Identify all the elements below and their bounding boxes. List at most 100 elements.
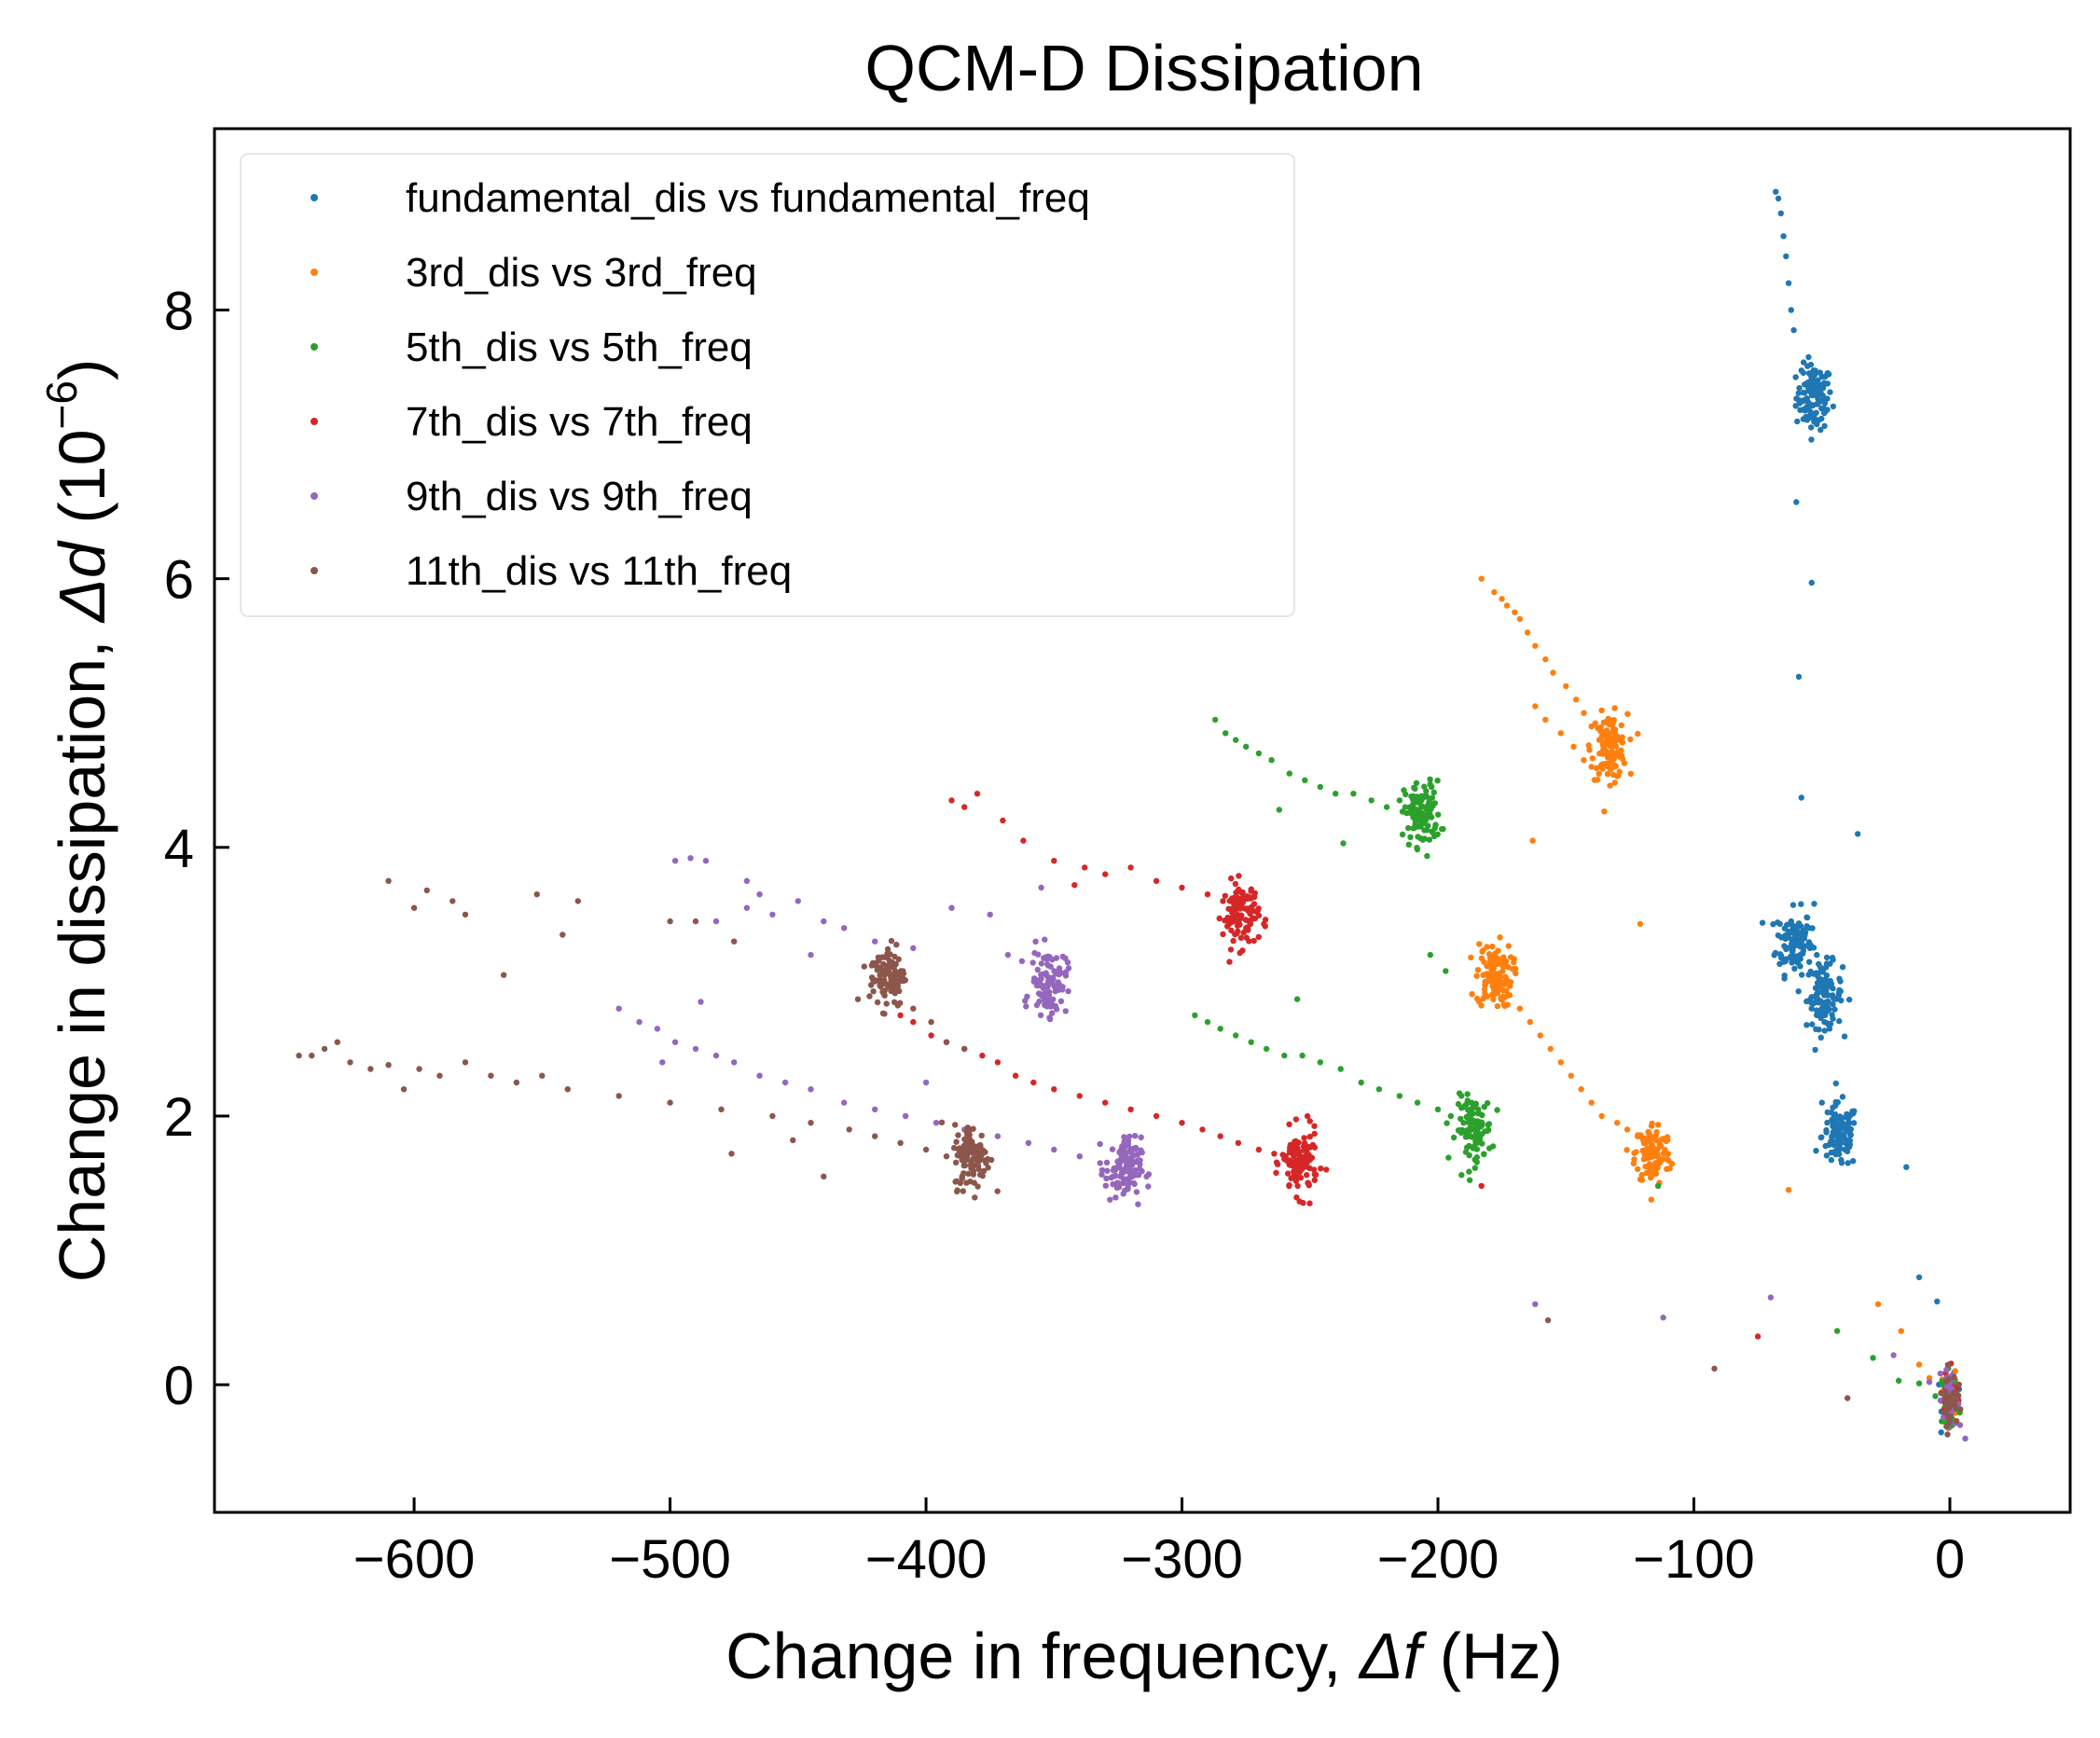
- data-point: [1417, 835, 1424, 842]
- data-point: [1298, 1158, 1306, 1166]
- data-point: [501, 972, 507, 978]
- data-point: [1409, 805, 1416, 811]
- data-point: [1076, 1093, 1084, 1099]
- data-point: [1831, 1113, 1838, 1120]
- data-point: [961, 804, 968, 810]
- legend-marker: [311, 269, 318, 276]
- data-point: [1773, 188, 1779, 195]
- data-point: [1788, 307, 1795, 313]
- data-point: [1542, 655, 1549, 663]
- data-point: [659, 1059, 666, 1066]
- data-point: [1802, 931, 1808, 939]
- data-point: [1532, 642, 1539, 649]
- data-point: [1785, 1187, 1792, 1193]
- data-point: [1273, 1159, 1280, 1166]
- data-point: [1823, 972, 1831, 979]
- data-point: [1808, 414, 1816, 421]
- data-point: [1770, 921, 1776, 928]
- data-point: [1830, 1149, 1837, 1156]
- y-axis-ticks: 0 2 4 6 8: [164, 282, 229, 1416]
- data-point: [1581, 710, 1587, 716]
- data-point: [1493, 986, 1499, 994]
- data-point: [885, 968, 891, 974]
- data-point: [1434, 778, 1441, 784]
- data-point: [1573, 697, 1580, 703]
- data-point: [1839, 1094, 1846, 1100]
- data-point: [1039, 971, 1045, 978]
- data-point: [790, 1137, 796, 1144]
- data-point: [1470, 1105, 1476, 1111]
- data-point: [1614, 773, 1621, 779]
- data-point: [692, 1045, 699, 1053]
- data-point: [1623, 1147, 1630, 1153]
- data-point: [1110, 1180, 1116, 1188]
- y-axis-label-suffix: (10: [46, 429, 118, 542]
- data-point: [1808, 436, 1815, 443]
- data-point: [1107, 1196, 1113, 1203]
- data-point: [888, 937, 895, 945]
- data-point: [808, 1086, 814, 1093]
- data-point: [1231, 894, 1238, 901]
- data-point: [1468, 954, 1474, 961]
- data-point: [1819, 1011, 1827, 1017]
- data-point: [1071, 882, 1078, 889]
- data-point: [769, 911, 776, 918]
- data-point: [1837, 1145, 1844, 1152]
- data-point: [1229, 915, 1237, 921]
- data-point: [891, 961, 897, 968]
- data-point: [1832, 1080, 1840, 1087]
- data-point: [1228, 927, 1235, 934]
- data-point: [1654, 1122, 1662, 1128]
- data-point: [928, 1018, 934, 1026]
- data-point: [1845, 1121, 1852, 1128]
- data-point: [1482, 990, 1488, 997]
- y-tick-label: 4: [164, 819, 194, 879]
- data-point: [1827, 389, 1833, 395]
- y-axis-label-prefix: Change in dissipation,: [46, 622, 118, 1282]
- data-point: [1051, 858, 1057, 864]
- data-point: [985, 1165, 991, 1171]
- data-point: [1471, 1165, 1479, 1171]
- data-point: [1581, 757, 1587, 764]
- data-point: [963, 1179, 970, 1186]
- data-point: [1846, 996, 1853, 1003]
- data-point: [1323, 1166, 1330, 1173]
- legend-label: 5th_dis vs 5th_freq: [406, 324, 753, 370]
- data-point: [948, 797, 955, 804]
- data-point: [1938, 1389, 1944, 1397]
- data-point: [1306, 1118, 1314, 1124]
- data-point: [1823, 1152, 1831, 1159]
- data-point: [861, 963, 867, 970]
- data-point: [1599, 742, 1607, 749]
- data-point: [1237, 915, 1244, 921]
- data-point: [1062, 972, 1070, 979]
- data-point: [1237, 949, 1243, 957]
- data-point: [423, 887, 430, 894]
- data-point: [1803, 1022, 1810, 1028]
- data-point: [808, 951, 814, 959]
- data-point: [877, 955, 884, 961]
- data-point: [1808, 1005, 1815, 1012]
- legend-label: 11th_dis vs 11th_freq: [406, 548, 792, 594]
- data-point: [1474, 967, 1482, 973]
- data-point: [1110, 1173, 1116, 1180]
- data-point: [1333, 791, 1339, 797]
- data-point: [1618, 722, 1625, 729]
- data-point: [1311, 1144, 1319, 1151]
- data-point: [1800, 927, 1807, 933]
- data-point: [1489, 944, 1496, 950]
- data-point: [1817, 1134, 1825, 1141]
- data-point: [1664, 1166, 1670, 1173]
- data-point: [1828, 1156, 1835, 1164]
- data-point: [1944, 1361, 1952, 1369]
- data-point: [1276, 807, 1283, 813]
- data-point: [1846, 1143, 1853, 1151]
- data-point: [1486, 1145, 1493, 1152]
- data-point: [1012, 1072, 1019, 1079]
- data-point: [1789, 947, 1796, 954]
- data-point: [1951, 1389, 1957, 1396]
- data-point: [1301, 1135, 1307, 1141]
- data-point: [1434, 1106, 1442, 1113]
- data-point: [880, 989, 887, 997]
- data-point: [728, 1151, 735, 1157]
